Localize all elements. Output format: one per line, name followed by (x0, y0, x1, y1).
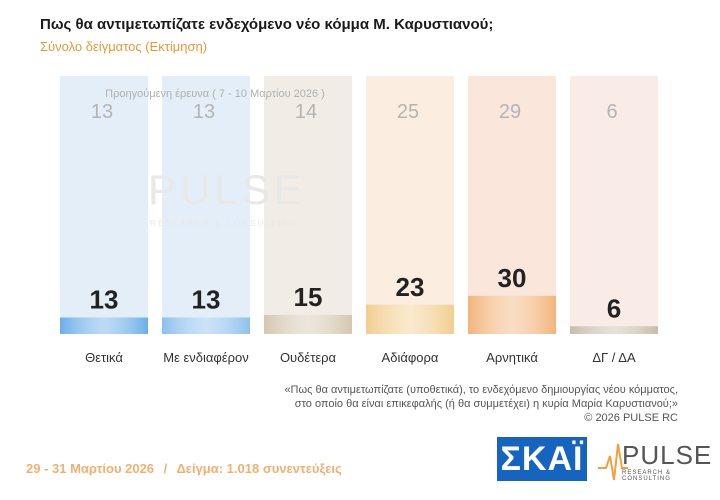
bar-highlight (162, 317, 250, 334)
sample-size: Δείγμα: 1.018 συνεντεύξεις (176, 461, 342, 476)
bar-value-label: 13 (90, 284, 119, 314)
previous-survey-column (366, 76, 454, 334)
previous-value-label: 14 (295, 101, 317, 123)
pulse-logo-word: PULSE (622, 440, 713, 470)
category-label: Αδιάφορα (382, 350, 439, 365)
pulse-logo-tag: RESEARCH & CONSULTING (622, 470, 672, 482)
bar-highlight (468, 295, 556, 334)
pulse-watermark-tag: RESEARCH & CONSULTING (150, 219, 298, 228)
bar-value-label: 6 (607, 293, 621, 323)
bar-value-label: 15 (294, 282, 323, 312)
bar-highlight (60, 317, 148, 334)
skai-logo: ΣΚΑΪ (497, 437, 587, 481)
previous-survey-label: Προηγούμενη έρευνα ( 7 - 10 Μαρτίου 2026… (105, 88, 325, 100)
bar-highlight (366, 304, 454, 334)
previous-survey-column (264, 76, 352, 334)
pulse-logo: PULSE RESEARCH & CONSULTING (598, 436, 711, 486)
category-label: Θετικά (85, 350, 123, 365)
previous-survey-column (162, 76, 250, 334)
category-label: ΔΓ / ΔΑ (592, 350, 636, 365)
note-copyright: © 2026 PULSE RC (584, 412, 678, 424)
chart-subtitle: Σύνολο δείγματος (Εκτίμηση) (40, 39, 208, 54)
category-label: Αρνητικά (486, 350, 538, 365)
previous-value-label: 29 (499, 101, 521, 123)
previous-value-label: 13 (193, 101, 215, 123)
bar-highlight (570, 326, 658, 334)
previous-value-label: 25 (397, 101, 419, 123)
note-line-2: στο οποίο θα είναι επικεφαλής (ή θα συμμ… (294, 398, 678, 410)
previous-survey-column (60, 76, 148, 334)
footer-separator: / (163, 461, 168, 476)
previous-survey-column (468, 76, 556, 334)
category-label: Ουδέτερα (280, 350, 337, 365)
previous-survey-column (570, 76, 658, 334)
pulse-wave-icon (598, 443, 628, 481)
bar-value-label: 23 (396, 272, 425, 302)
bar-value-label: 30 (498, 263, 527, 293)
chart-title: Πως θα αντιμετωπίζατε ενδεχόμενο νέο κόμ… (40, 16, 494, 33)
question-note: «Πως θα αντιμετωπίζατε (υποθετικά), το ε… (158, 383, 678, 425)
previous-value-label: 6 (606, 101, 617, 123)
survey-footer: 29 - 31 Μαρτίου 2026 / Δείγμα: 1.018 συν… (26, 461, 342, 476)
note-line-1: «Πως θα αντιμετωπίζατε (υποθετικά), το ε… (284, 384, 678, 396)
pulse-watermark: PULSE (148, 166, 306, 213)
survey-dates: 29 - 31 Μαρτίου 2026 (26, 461, 155, 476)
bar-highlight (264, 314, 352, 334)
bar-chart: PULSE RESEARCH & CONSULTING Προηγούμενη έρ… (60, 76, 658, 365)
bar-value-label: 13 (192, 284, 221, 314)
category-label: Με ενδιαφέρον (163, 350, 249, 365)
previous-value-label: 13 (91, 101, 113, 123)
